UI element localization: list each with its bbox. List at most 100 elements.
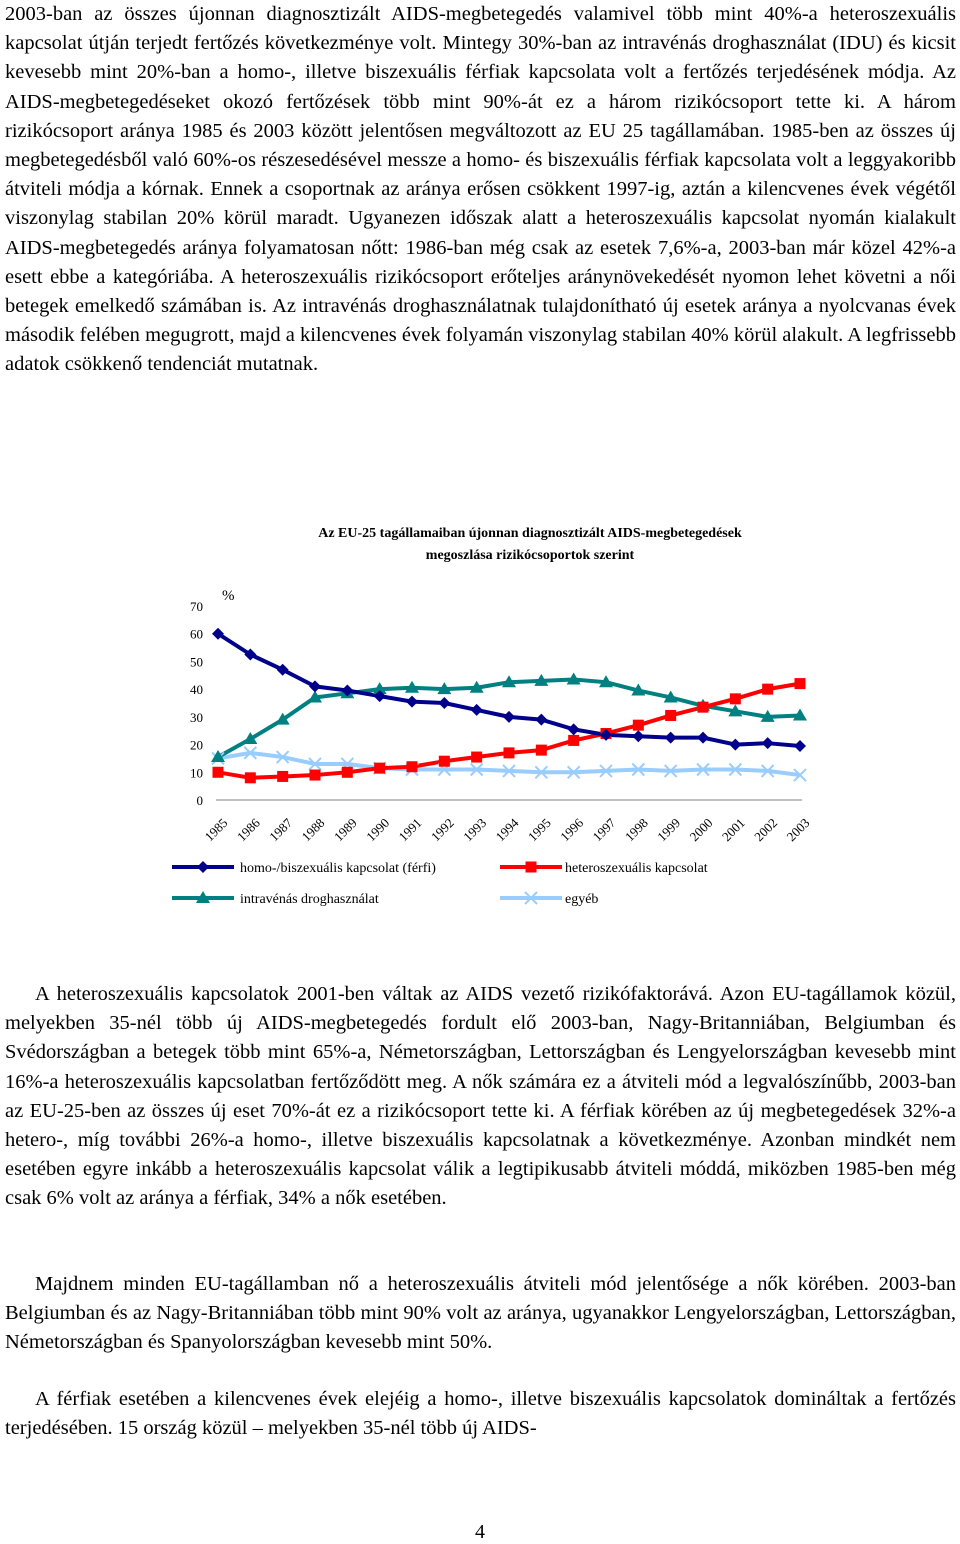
data-point-1 [535, 744, 547, 756]
y-tick-label: 30 [190, 710, 203, 725]
paragraph-2: A heteroszexuális kapcsolatok 2001-ben v… [5, 983, 956, 1210]
legend-marker-1 [525, 861, 537, 873]
data-point-2 [211, 750, 225, 763]
data-point-3 [793, 768, 807, 782]
x-tick-label: 1995 [525, 815, 554, 844]
data-point-3 [631, 762, 646, 777]
data-point-1 [212, 766, 224, 778]
data-point-3 [760, 764, 775, 778]
data-point-1 [762, 683, 774, 695]
x-tick-label: 2000 [687, 815, 716, 844]
data-point-1 [309, 769, 321, 781]
data-point-0 [244, 648, 257, 661]
data-point-0 [567, 723, 580, 736]
x-tick-label: 2001 [719, 815, 748, 844]
data-point-0 [600, 728, 612, 741]
y-tick-label: 40 [190, 682, 203, 697]
x-tick-label: 1996 [557, 815, 586, 844]
chart-title: megoszlása rizikócsoportok szerint [426, 548, 635, 563]
data-point-3 [599, 764, 613, 778]
data-point-3 [663, 764, 678, 778]
data-point-2 [566, 672, 581, 685]
data-point-0 [697, 731, 709, 744]
data-point-3 [566, 765, 581, 779]
y-tick-label: 70 [190, 599, 203, 614]
data-point-3 [502, 764, 516, 778]
y-tick-label: 0 [197, 793, 204, 808]
data-point-1 [729, 693, 741, 705]
data-point-2 [663, 690, 678, 703]
x-tick-label: 1999 [654, 815, 683, 844]
legend-marker-3 [524, 891, 538, 905]
data-point-3 [243, 746, 258, 760]
x-tick-label: 1992 [428, 815, 457, 844]
data-point-2 [469, 680, 484, 693]
data-point-2 [243, 732, 258, 745]
data-point-2 [502, 675, 516, 688]
data-point-2 [793, 708, 807, 721]
data-point-1 [244, 772, 256, 784]
data-point-2 [760, 709, 775, 722]
data-point-2 [631, 683, 646, 696]
x-tick-label: 1997 [590, 815, 619, 844]
y-axis-unit: % [222, 588, 235, 604]
data-point-1 [794, 678, 806, 690]
data-point-0 [761, 737, 774, 750]
data-point-2 [728, 704, 743, 717]
data-point-0 [309, 680, 321, 693]
data-point-1 [503, 747, 515, 759]
data-point-3 [728, 762, 743, 777]
data-point-0 [632, 730, 645, 743]
legend-marker-2 [196, 891, 210, 903]
x-tick-label: 2003 [784, 815, 813, 844]
chart-svg: Az EU-25 tagállamaiban újonnan diagnoszt… [172, 526, 813, 907]
data-point-0 [535, 713, 548, 726]
x-tick-label: 2002 [751, 815, 780, 844]
y-tick-label: 60 [190, 627, 203, 642]
y-tick-label: 10 [190, 765, 203, 780]
page-number: 4 [475, 1521, 485, 1543]
x-tick-label: 1991 [396, 815, 425, 844]
paragraph-3: Majdnem minden EU-tagállamban nő a heter… [5, 1273, 956, 1354]
data-point-1 [665, 709, 677, 721]
data-point-3 [308, 757, 322, 771]
data-point-1 [406, 761, 418, 773]
chart-title: Az EU-25 tagállamaiban újonnan diagnoszt… [318, 526, 742, 541]
data-point-0 [373, 690, 386, 703]
data-point-3 [534, 765, 549, 779]
data-point-2 [308, 690, 322, 703]
data-point-3 [696, 762, 710, 777]
data-point-3 [469, 762, 484, 777]
x-tick-label: 1990 [363, 815, 392, 844]
data-point-0 [729, 738, 742, 751]
data-point-2 [599, 675, 613, 688]
data-point-2 [405, 680, 419, 693]
data-point-2 [275, 712, 290, 725]
data-point-0 [664, 731, 677, 744]
paragraph-4: A férfiak esetében a kilencvenes évek el… [5, 1388, 956, 1440]
y-tick-label: 50 [190, 654, 203, 669]
data-point-0 [341, 684, 354, 697]
data-point-1 [277, 770, 289, 782]
data-point-2 [534, 673, 549, 686]
x-tick-label: 1994 [493, 815, 522, 844]
data-point-1 [568, 734, 580, 746]
legend-label-3: egyéb [565, 892, 598, 907]
data-point-0 [438, 697, 451, 709]
legend-label-1: heteroszexuális kapcsolat [565, 861, 708, 876]
data-point-1 [438, 755, 450, 767]
data-point-0 [470, 703, 483, 716]
data-point-0 [794, 739, 806, 752]
legend-marker-0 [197, 861, 209, 873]
data-point-1 [471, 751, 483, 763]
x-tick-label: 1993 [460, 815, 489, 844]
x-tick-label: 1998 [622, 815, 651, 844]
y-tick-label: 20 [190, 738, 203, 753]
data-point-0 [503, 710, 515, 723]
data-point-1 [374, 762, 386, 774]
data-point-2 [372, 682, 387, 695]
data-point-2 [437, 682, 452, 695]
legend-label-2: intravénás droghasználat [240, 892, 379, 907]
paragraph-1: 2003-ban az összes újonnan diagnosztizál… [5, 3, 956, 376]
data-point-0 [212, 627, 224, 640]
